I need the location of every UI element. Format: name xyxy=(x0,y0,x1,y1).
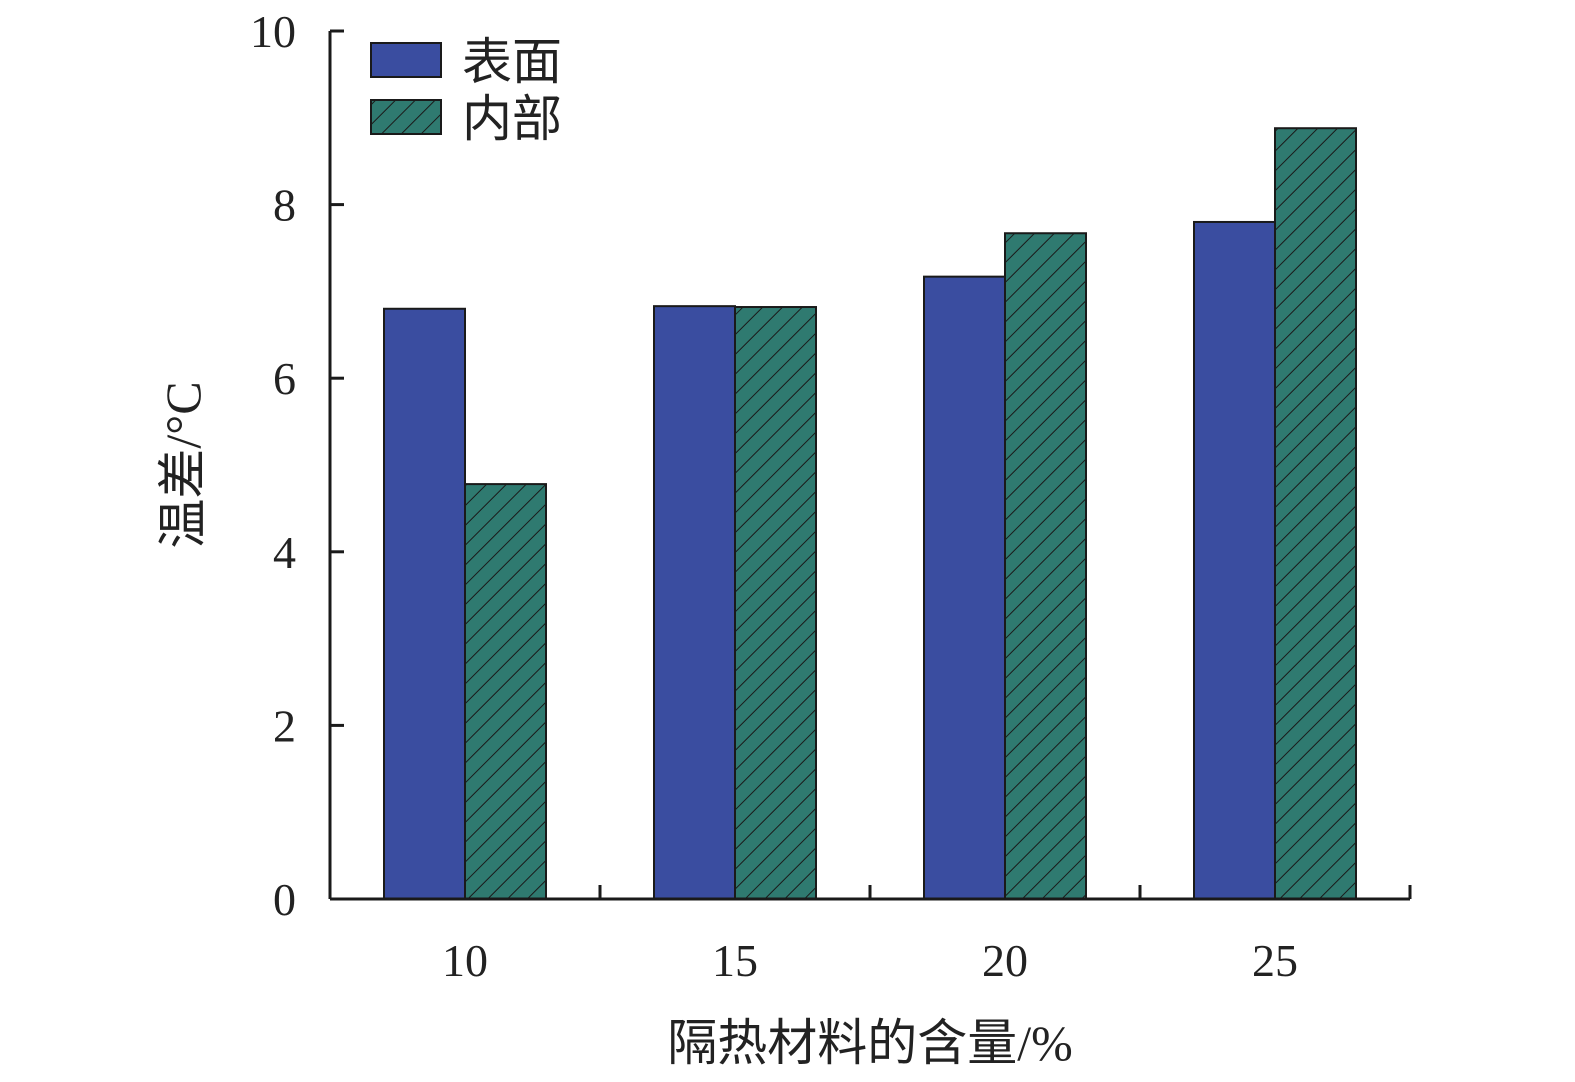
bar-surface-10 xyxy=(383,307,466,900)
ticks-group: 0 2 4 6 8 10 10 15 20 25 xyxy=(250,6,1412,986)
bar-surface-25 xyxy=(1193,220,1276,900)
legend-swatch-surface xyxy=(370,42,442,78)
legend-swatch-interior xyxy=(370,99,442,135)
bar-surface-15 xyxy=(653,305,736,900)
legend-label-surface: 表面 xyxy=(462,34,562,90)
bar-interior-10 xyxy=(464,483,547,900)
y-tick-label-6: 6 xyxy=(273,353,296,404)
legend: 表面 内部 xyxy=(370,34,562,147)
y-tick-label-10: 10 xyxy=(250,6,296,57)
x-tick-label-10: 10 xyxy=(442,935,488,986)
x-axis-title: 隔热材料的含量/% xyxy=(667,1015,1073,1071)
legend-label-interior: 内部 xyxy=(462,91,562,147)
bars-group xyxy=(383,127,1357,901)
y-axis-title: 温差/°C xyxy=(155,381,211,548)
y-tick-label-0: 0 xyxy=(273,874,296,925)
x-tick-label-15: 15 xyxy=(712,935,758,986)
y-tick-label-8: 8 xyxy=(273,180,296,231)
bar-interior-15 xyxy=(734,306,817,900)
y-tick-label-2: 2 xyxy=(273,700,296,751)
bar-surface-20 xyxy=(923,275,1006,901)
y-tick-label-4: 4 xyxy=(273,527,296,578)
x-tick-label-25: 25 xyxy=(1252,935,1298,986)
x-tick-label-20: 20 xyxy=(982,935,1028,986)
bar-interior-20 xyxy=(1004,232,1087,900)
bar-interior-25 xyxy=(1274,127,1357,900)
